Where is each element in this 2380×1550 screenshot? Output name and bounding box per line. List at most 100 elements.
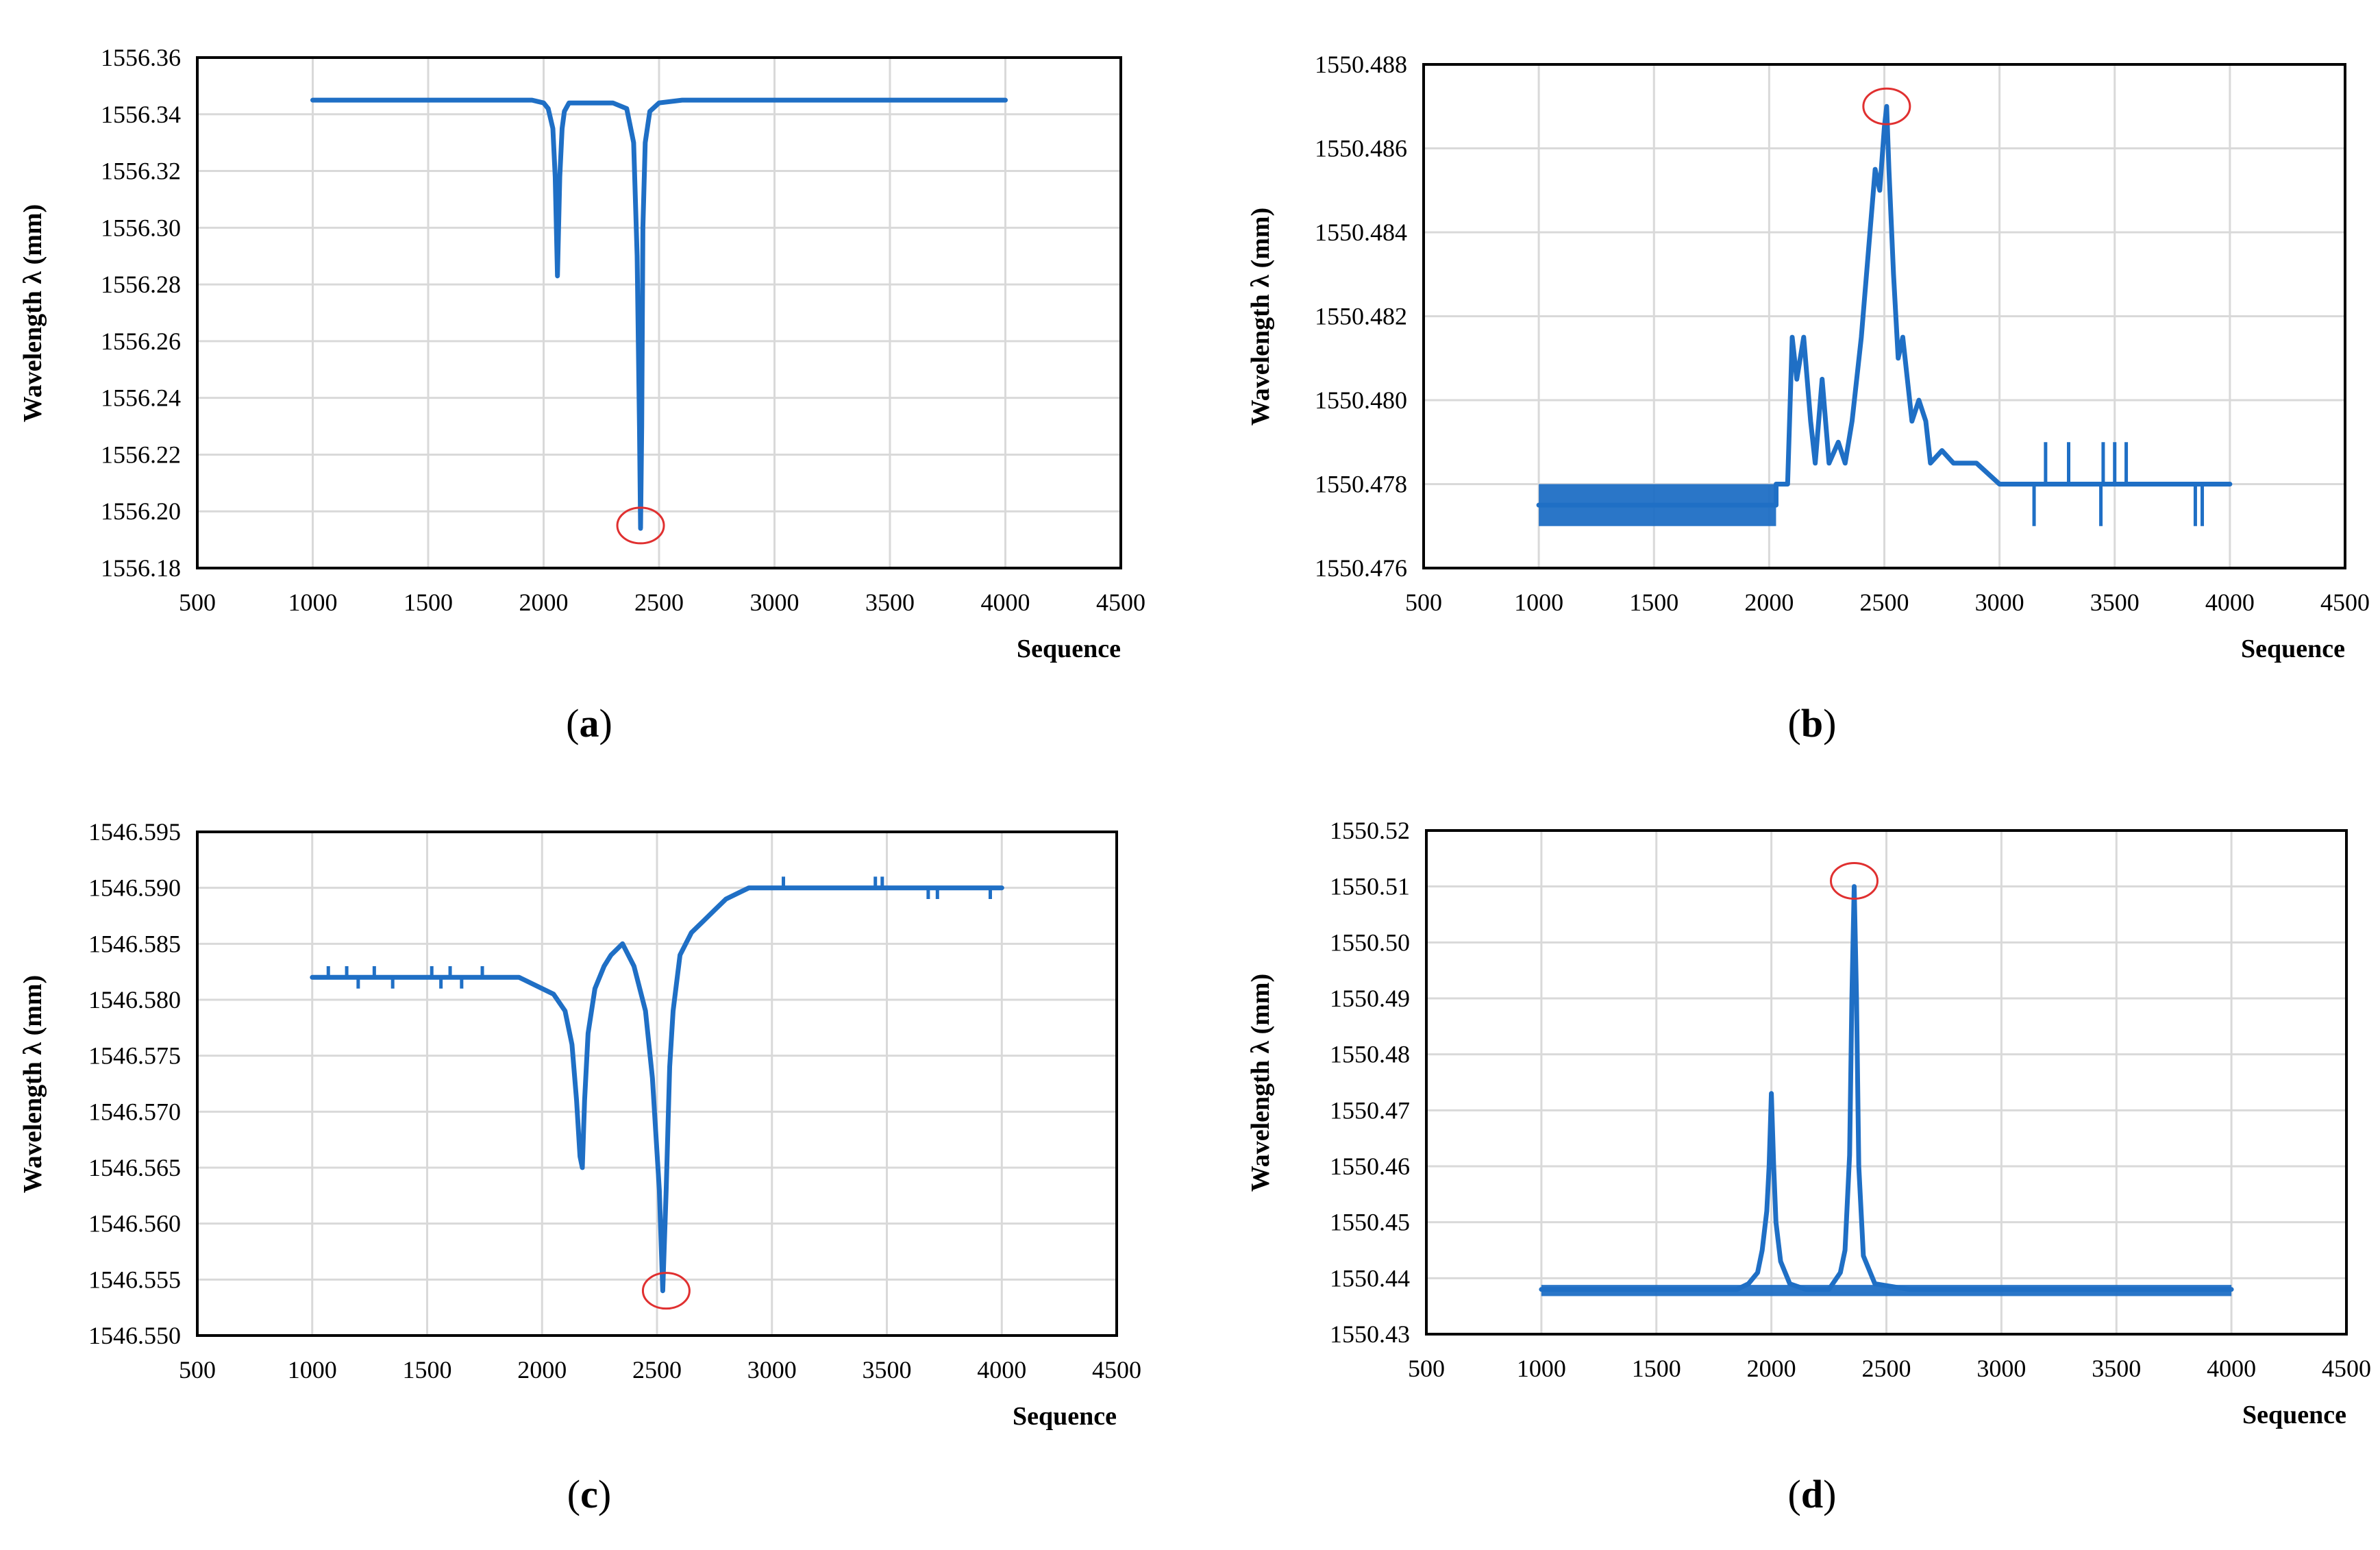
y-axis-label: Wavelength λ (mm) [1246,208,1275,426]
plot-frame [1422,63,2346,569]
plot-frame [196,831,1118,1337]
y-tick-label: 1550.46 [1330,1153,1410,1180]
x-axis-label: Sequence [1013,1402,1117,1431]
y-tick-label: 1556.32 [101,158,181,185]
x-tick-label: 4500 [1096,589,1145,616]
caption-paren: ) [1823,701,1836,746]
y-tick-label: 1556.18 [101,554,181,582]
x-tick-label: 2000 [1744,589,1794,616]
x-tick-label: 4000 [981,589,1030,616]
y-axis-label: Wavelength λ (mm) [18,975,47,1193]
plot-frame [1425,829,2348,1336]
chart-panel-b: 500 1000 1500 2000 2500 3000 3500 4000 4500 1550.… [1246,51,2370,746]
chart-panel-c: 500 1000 1500 2000 2500 3000 3500 4000 4500 1546.… [18,818,1141,1516]
x-tick-label: 1000 [288,589,338,616]
x-tick-label: 4500 [1092,1356,1141,1383]
chart-panel-a: 500 1000 1500 2000 2500 3000 3500 4000 4500 1556.… [18,44,1145,746]
caption-letter: a [580,701,599,746]
x-tick-label: 3000 [1976,1355,2026,1382]
y-tick-label: 1546.560 [88,1210,181,1238]
x-tick-label: 3000 [747,1356,797,1383]
y-tick-label: 1556.20 [101,497,181,525]
x-axis-label: Sequence [2241,635,2345,663]
y-tick-label: 1550.44 [1330,1264,1410,1292]
y-tick-label: 1556.28 [101,271,181,298]
y-tick-label: 1546.565 [88,1154,181,1181]
chart-panel-d: 500 1000 1500 2000 2500 3000 3500 4000 4500 1550.… [1246,817,2371,1516]
panel-caption: (b) [1788,701,1837,746]
x-tick-label: 1000 [288,1356,337,1383]
y-tick-label: 1556.26 [101,328,181,355]
x-tick-label: 500 [1408,1355,1445,1382]
data-series-line [1539,884,2234,1292]
x-tick-label: 2500 [1860,589,1909,616]
caption-paren: ) [598,1472,611,1516]
x-tick-label: 1000 [1517,1355,1566,1382]
x-tick-label: 2000 [519,589,569,616]
x-tick-label: 4000 [2205,589,2255,616]
y-tick-label: 1550.52 [1330,817,1410,844]
x-tick-label: 1500 [1632,1355,1681,1382]
highlight-circle [641,1272,691,1310]
y-axis-label: Wavelength λ (mm) [18,204,47,422]
y-tick-label: 1550.488 [1315,51,1407,78]
y-tick-label: 1550.480 [1315,386,1407,414]
x-tick-label: 2500 [1862,1355,1911,1382]
y-tick-label: 1546.580 [88,986,181,1013]
x-tick-label: 500 [179,589,216,616]
y-tick-label: 1550.48 [1330,1041,1410,1068]
panel-caption: (a) [566,701,612,746]
x-tick-label: 1000 [1514,589,1563,616]
x-tick-label: 4500 [2320,589,2370,616]
panel-caption: (d) [1788,1472,1837,1516]
caption-paren: ) [599,701,612,746]
x-tick-label: 3500 [865,589,915,616]
x-tick-label: 2000 [517,1356,567,1383]
y-tick-label: 1546.585 [88,930,181,957]
y-tick-label: 1550.486 [1315,135,1407,162]
y-tick-label: 1546.570 [88,1098,181,1125]
x-tick-label: 3000 [1975,589,2024,616]
caption-paren: ) [1823,1472,1836,1516]
x-axis-label: Sequence [1017,635,1121,663]
caption-letter: d [1801,1472,1823,1516]
x-tick-label: 1500 [1629,589,1678,616]
x-tick-label: 1500 [403,1356,452,1383]
y-tick-label: 1550.478 [1315,471,1407,498]
x-tick-label: 500 [1405,589,1442,616]
x-axis-label: Sequence [2242,1401,2346,1429]
y-tick-label: 1546.590 [88,874,181,902]
y-tick-label: 1550.484 [1315,219,1407,246]
x-tick-label: 1500 [404,589,453,616]
caption-paren: ( [566,701,579,746]
data-series-line [310,885,1004,1294]
highlight-circle [1862,87,1911,125]
x-tick-label: 2500 [634,589,684,616]
x-tick-label: 2000 [1747,1355,1796,1382]
y-tick-label: 1546.575 [88,1042,181,1070]
x-tick-label: 500 [179,1356,216,1383]
data-series-line [1536,103,2233,508]
y-tick-label: 1546.550 [88,1322,181,1349]
y-tick-label: 1556.34 [101,101,181,128]
y-axis-label: Wavelength λ (mm) [1246,974,1275,1192]
data-series-line [310,97,1008,531]
caption-paren: ( [1788,1472,1801,1516]
caption-paren: ( [1788,701,1801,746]
x-tick-label: 3500 [2092,1355,2141,1382]
y-tick-label: 1550.45 [1330,1209,1410,1236]
caption-paren: ( [567,1472,580,1516]
y-tick-label: 1550.49 [1330,985,1410,1012]
x-tick-label: 3500 [2090,589,2140,616]
y-tick-label: 1550.47 [1330,1096,1410,1124]
x-tick-label: 4500 [2322,1355,2371,1382]
y-tick-label: 1550.482 [1315,303,1407,330]
y-tick-label: 1556.22 [101,441,181,468]
y-tick-label: 1556.24 [101,384,181,412]
panel-caption: (c) [567,1472,611,1516]
x-tick-label: 2500 [632,1356,682,1383]
y-tick-label: 1556.36 [101,44,181,71]
x-tick-label: 3500 [863,1356,912,1383]
y-tick-label: 1550.43 [1330,1320,1410,1348]
